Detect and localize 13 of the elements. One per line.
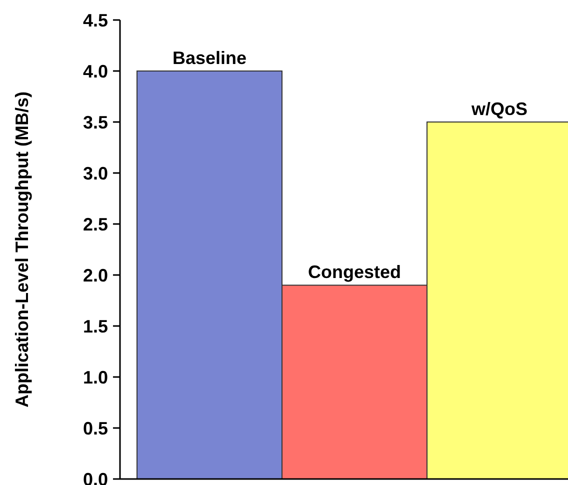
y-axis-title: Application-Level Throughput (MB/s) [12, 92, 32, 408]
x-tick-label: Baseline [172, 48, 247, 68]
x-tick-label: w/QoS [470, 99, 528, 119]
y-tick-label: 4.0 [82, 61, 108, 82]
y-tick-label: 3.0 [82, 163, 108, 184]
y-tick-label: 2.5 [82, 214, 108, 234]
y-tick-label: 2.0 [82, 265, 108, 286]
y-tick-label: 1.0 [82, 367, 108, 388]
y-tick-label: 4.5 [82, 10, 108, 30]
y-tick-label: 0.5 [82, 418, 108, 438]
y-tick-label: 3.5 [82, 112, 108, 132]
y-tick-label: 1.5 [82, 316, 108, 336]
x-tick-label: Congested [308, 262, 402, 282]
